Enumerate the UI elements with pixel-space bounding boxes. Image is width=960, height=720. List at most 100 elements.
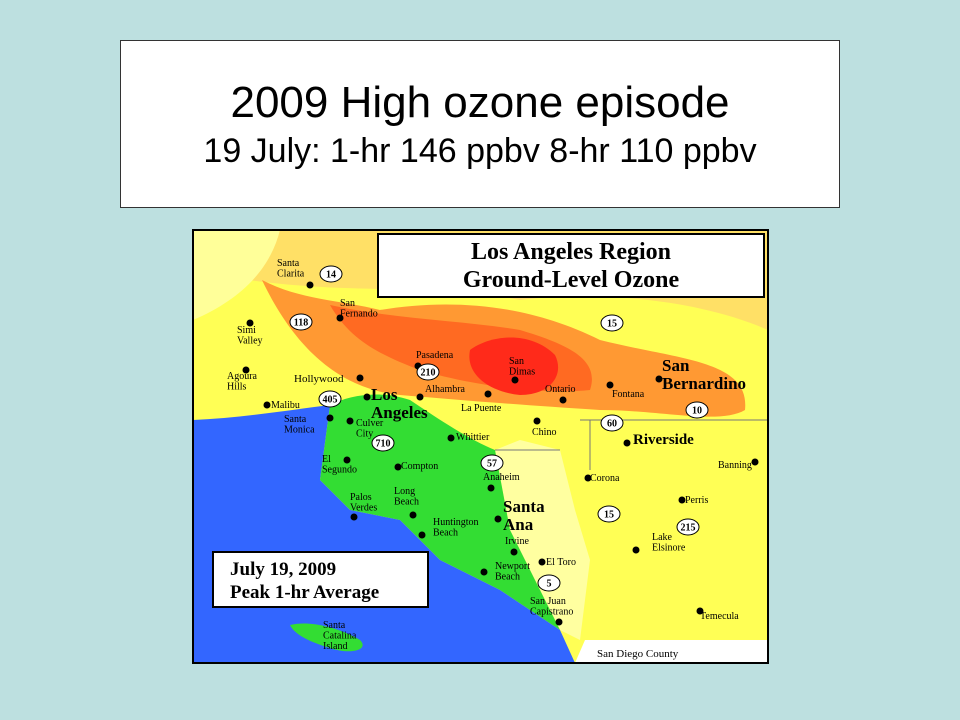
city-label: La Puente: [461, 403, 502, 414]
slide-subtitle: 19 July: 1-hr 146 ppbv 8-hr 110 ppbv: [203, 132, 757, 170]
city-label: Huntington: [433, 517, 479, 528]
map-title: Los Angeles Region: [471, 239, 671, 265]
highway-shield: [289, 313, 313, 331]
city-label: Whittier: [456, 432, 490, 443]
city-label: Valley: [237, 336, 263, 347]
highway-number: 15: [607, 319, 617, 330]
city-label: Banning: [718, 460, 752, 471]
city-label: Fontana: [612, 389, 645, 400]
city-label: Long: [394, 486, 415, 497]
city-label: Hills: [227, 382, 247, 393]
city-dot: [363, 393, 371, 401]
city-dot: [559, 396, 567, 404]
map-frame: [192, 229, 769, 664]
city-label: Capistrano: [530, 607, 573, 618]
city-dot: [447, 434, 455, 442]
city-label: San Juan: [530, 596, 566, 607]
city-dot: [678, 496, 686, 504]
san-diego-county: [575, 640, 768, 663]
highway-shield: [600, 414, 624, 432]
city-dot: [484, 390, 492, 398]
city-label: Santa: [284, 414, 307, 425]
city-label: Corona: [590, 473, 620, 484]
highway-number: 5: [547, 579, 552, 590]
city-label: Newport: [495, 561, 530, 572]
city-label: Irvine: [505, 536, 529, 547]
highway-shield: [597, 505, 621, 523]
city-dot: [606, 381, 614, 389]
city-dot: [511, 376, 519, 384]
city-dot: [416, 393, 424, 401]
city-dot: [632, 546, 640, 554]
places: SantaClaritaSanFernandoSimiValleyAgouraH…: [227, 258, 759, 660]
highway-shield: [676, 518, 700, 536]
city-label: San: [662, 356, 690, 375]
city-label: Anaheim: [483, 472, 520, 483]
city-dot: [263, 401, 271, 409]
inset-box: [212, 551, 429, 608]
inset-text: July 19, 2009: [230, 559, 336, 580]
zone-orange-county: [495, 440, 590, 640]
highway-shield: [480, 454, 504, 472]
city-label: Elsinore: [652, 543, 686, 554]
city-dot: [394, 463, 402, 471]
city-label: El: [322, 454, 331, 465]
city-label: San Diego County: [597, 648, 679, 660]
city-dot: [350, 513, 358, 521]
city-label: Pasadena: [416, 350, 454, 361]
highway-shield: [600, 314, 624, 332]
city-label: Malibu: [271, 400, 300, 411]
highway-shield: [371, 434, 395, 452]
city-label: Santa: [323, 620, 346, 631]
highway-number: 215: [681, 523, 696, 534]
city-dot: [623, 439, 631, 447]
city-label: San: [509, 356, 524, 367]
city-dot: [346, 417, 354, 425]
map-title-box: [377, 233, 765, 298]
inset-text: Peak 1-hr Average: [230, 582, 379, 603]
city-label: Agoura: [227, 371, 258, 382]
city-label: El Toro: [546, 557, 576, 568]
city-dot: [510, 548, 518, 556]
slide-title: 2009 High ozone episode: [230, 78, 730, 127]
city-label: Clarita: [277, 269, 305, 280]
city-label: Bernardino: [662, 374, 746, 393]
city-dot: [584, 474, 592, 482]
highway-number: 57: [487, 459, 497, 470]
city-dot: [494, 515, 502, 523]
city-label: San: [340, 298, 355, 309]
city-label: Beach: [495, 572, 520, 583]
city-label: Catalina: [323, 631, 357, 642]
city-label: Riverside: [633, 432, 694, 448]
city-dot: [696, 607, 704, 615]
zone-highest: [469, 337, 559, 395]
highway-shield: [685, 401, 709, 419]
city-label: Perris: [685, 495, 708, 506]
city-dot: [480, 568, 488, 576]
city-label: Culver: [356, 418, 384, 429]
highway-number: 10: [692, 406, 702, 417]
city-label: Ana: [503, 515, 534, 534]
city-label: Hollywood: [294, 373, 344, 385]
city-label: Compton: [401, 461, 438, 472]
city-dot: [555, 618, 563, 626]
title-box: 2009 High ozone episode 19 July: 1-hr 14…: [120, 40, 840, 208]
city-label: Los: [371, 385, 398, 404]
city-label: Santa: [503, 497, 545, 516]
zone-low: [193, 230, 280, 320]
highway-number: 60: [607, 419, 617, 430]
city-label: Palos: [350, 492, 372, 503]
city-dot: [306, 281, 314, 289]
city-dot: [409, 511, 417, 519]
map-title: Ground-Level Ozone: [463, 267, 680, 293]
city-label: Fernando: [340, 309, 378, 320]
city-label: Dimas: [509, 367, 535, 378]
city-dot: [487, 484, 495, 492]
highway-number: 210: [421, 368, 436, 379]
highway-shield: [319, 265, 343, 283]
highway-number: 405: [323, 395, 338, 406]
highway-number: 14: [326, 270, 336, 281]
city-label: Santa: [277, 258, 300, 269]
